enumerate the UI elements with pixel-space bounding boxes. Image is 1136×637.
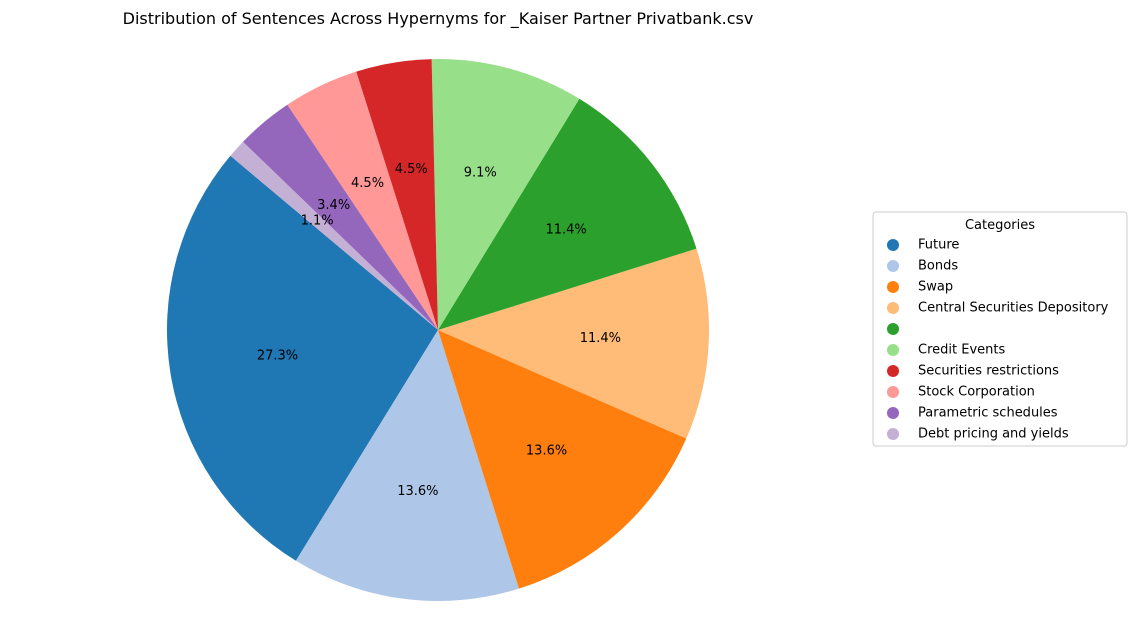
legend-marker — [887, 239, 899, 251]
pie-slices — [167, 58, 709, 602]
legend-label: Future — [918, 238, 959, 253]
slice-percent-label: 13.6% — [526, 444, 567, 459]
legend-items: Future Bonds Swap Central Securities Deposi… — [887, 238, 1109, 442]
legend-label: Parametric schedules — [918, 406, 1058, 421]
legend-marker — [887, 365, 899, 377]
slice-percent-label: 13.6% — [397, 484, 438, 499]
slice-percent-label: 27.3% — [257, 348, 298, 363]
legend-label: Securities restrictions — [918, 364, 1059, 379]
legend-marker — [887, 281, 899, 293]
legend-frame — [872, 211, 1128, 447]
legend-marker — [887, 428, 899, 440]
legend-marker — [887, 323, 899, 335]
slice-percent-label: 11.4% — [545, 222, 586, 237]
legend-marker — [887, 344, 899, 356]
legend-marker — [887, 302, 899, 314]
pie-slice — [356, 59, 438, 330]
legend-marker — [887, 260, 899, 272]
slice-percent-label: 1.1% — [301, 214, 334, 229]
legend-marker — [887, 407, 899, 419]
legend-label: Swap — [918, 280, 953, 295]
pie-slice — [167, 155, 438, 561]
slice-percent-label: 4.5% — [351, 176, 384, 191]
legend: Categories Future Bonds Swap Central Securi… — [872, 211, 1128, 447]
pie-slice — [431, 58, 580, 330]
legend-label: Debt pricing and yields — [918, 427, 1069, 442]
pie-slice — [438, 330, 687, 589]
pie-slice — [295, 330, 519, 602]
legend-marker — [887, 386, 899, 398]
slice-percent-label: 3.4% — [317, 198, 350, 213]
pie-slice — [287, 71, 438, 331]
legend-label: Central Securities Depository — [918, 301, 1109, 316]
slice-percent-label: 9.1% — [464, 165, 497, 180]
pie-percent-labels: 27.3%13.6%13.6%11.4%11.4%9.1%4.5%4.5%3.4… — [257, 162, 621, 499]
legend-label: Stock Corporation — [918, 385, 1035, 400]
legend-label: Credit Events — [918, 343, 1005, 358]
pie-slice — [438, 98, 697, 330]
pie-slice — [242, 104, 438, 330]
chart-title: Distribution of Sentences Across Hyperny… — [123, 9, 754, 29]
pie-slice — [438, 248, 709, 439]
legend-label: Bonds — [918, 259, 958, 274]
pie-slice — [230, 141, 438, 330]
slice-percent-label: 4.5% — [395, 162, 428, 177]
legend-title: Categories — [965, 218, 1035, 233]
slice-percent-label: 11.4% — [580, 331, 621, 346]
